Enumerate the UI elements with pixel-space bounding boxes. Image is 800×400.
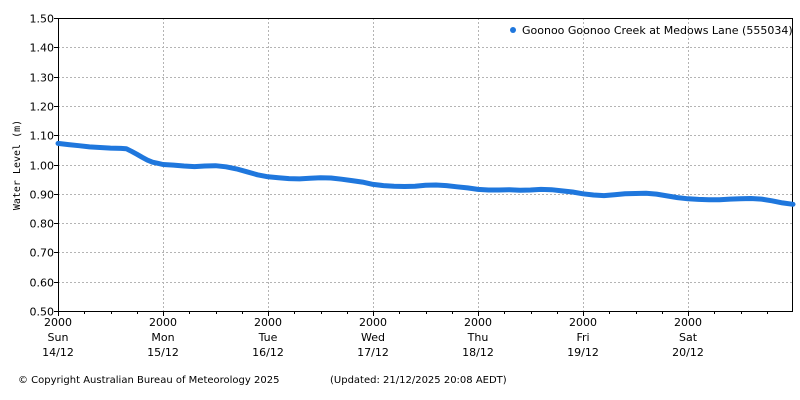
x-tick-day: Mon: [151, 331, 174, 344]
y-tick-label: 0.80: [30, 218, 55, 231]
x-tick-day: Thu: [467, 331, 489, 344]
x-tick-date: 17/12: [357, 346, 389, 359]
x-tick-label: 2000 Sun 14/12: [42, 316, 74, 359]
x-tick-label: 2000 Thu 18/12: [462, 316, 494, 359]
x-tick-day: Tue: [258, 331, 278, 344]
x-tick-date: 18/12: [462, 346, 494, 359]
x-tick-time: 2000: [674, 316, 702, 329]
y-tick-label: 1.40: [30, 42, 55, 55]
plot-frame: [58, 18, 793, 312]
x-tick-date: 14/12: [42, 346, 74, 359]
y-tick-label: 0.50: [30, 306, 55, 319]
x-tick-date: 20/12: [672, 346, 704, 359]
x-tick-time: 2000: [569, 316, 597, 329]
y-tick-label: 1.20: [30, 101, 55, 114]
x-tick-date: 19/12: [567, 346, 599, 359]
x-tick-time: 2000: [359, 316, 387, 329]
x-tick-time: 2000: [464, 316, 492, 329]
y-axis-label: Water Level (m): [12, 120, 23, 210]
copyright-text: © Copyright Australian Bureau of Meteoro…: [18, 375, 280, 386]
x-tick-time: 2000: [44, 316, 72, 329]
y-axis-ticks: 0.50 0.60 0.70 0.80 0.90 1.00 1.10 1.20 1.30 1.40…: [30, 13, 58, 319]
legend-label: Goonoo Goonoo Creek at Medows Lane (5550…: [522, 24, 793, 37]
x-tick-label: 2000 Mon 15/12: [147, 316, 179, 359]
x-axis-ticks: 2000Sun14/122000Mon15/122000Tue16/122000…: [42, 311, 768, 359]
grid-lines: [58, 18, 792, 311]
x-tick-time: 2000: [254, 316, 282, 329]
legend[interactable]: Goonoo Goonoo Creek at Medows Lane (5550…: [510, 24, 793, 37]
x-tick-label: 2000 Sat 20/12: [672, 316, 704, 359]
x-tick-time: 2000: [149, 316, 177, 329]
y-tick-label: 1.50: [30, 13, 55, 26]
y-tick-label: 1.00: [30, 160, 55, 173]
x-tick-day: Wed: [361, 331, 385, 344]
y-tick-label: 0.60: [30, 277, 55, 290]
x-tick-date: 15/12: [147, 346, 179, 359]
x-tick-day: Fri: [576, 331, 589, 344]
y-tick-label: 1.10: [30, 130, 55, 143]
x-tick-day: Sun: [48, 331, 69, 344]
y-tick-label: 0.70: [30, 247, 55, 260]
y-tick-label: 0.90: [30, 189, 55, 202]
x-tick-day: Sat: [679, 331, 698, 344]
series-group: [55, 140, 796, 207]
series-line: [55, 140, 796, 207]
x-tick-date: 16/12: [252, 346, 284, 359]
updated-timestamp: (Updated: 21/12/2025 20:08 AEDT): [330, 375, 507, 386]
x-tick-label: 2000 Tue 16/12: [252, 316, 284, 359]
x-tick-label: 2000 Fri 19/12: [567, 316, 599, 359]
y-tick-label: 1.30: [30, 72, 55, 85]
legend-marker: [510, 27, 516, 33]
x-tick-label: 2000 Wed 17/12: [357, 316, 389, 359]
